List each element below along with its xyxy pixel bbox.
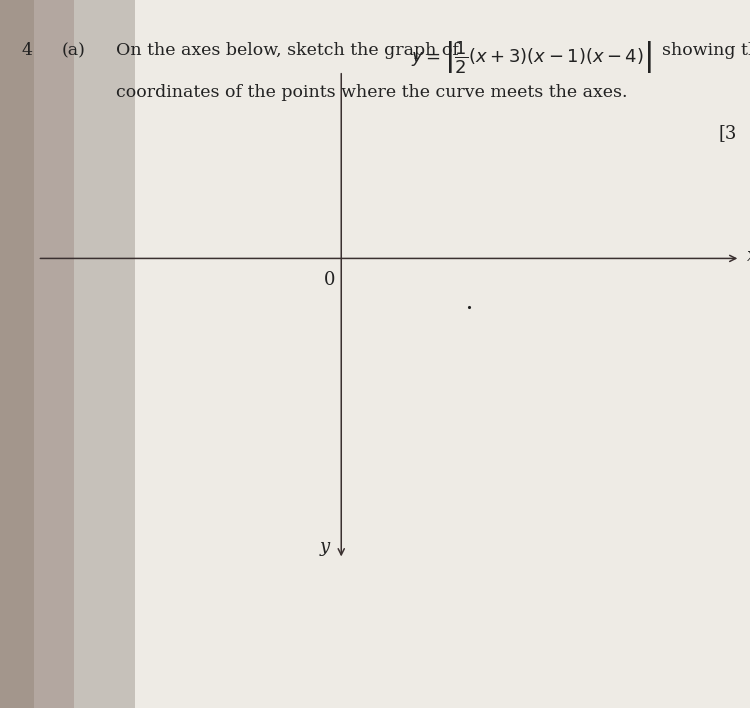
FancyBboxPatch shape	[0, 0, 74, 708]
Text: 0: 0	[323, 271, 335, 289]
Text: showing the: showing the	[662, 42, 750, 59]
FancyBboxPatch shape	[0, 0, 34, 708]
Text: [3: [3	[718, 124, 736, 142]
Text: x: x	[747, 246, 750, 265]
Text: (a): (a)	[62, 42, 86, 59]
Text: coordinates of the points where the curve meets the axes.: coordinates of the points where the curv…	[116, 84, 628, 101]
Text: 4: 4	[21, 42, 32, 59]
FancyBboxPatch shape	[0, 0, 135, 708]
Text: $y=\left|\dfrac{1}{2}(x+3)(x-1)(x-4)\right|$: $y=\left|\dfrac{1}{2}(x+3)(x-1)(x-4)\rig…	[411, 39, 652, 75]
Text: y: y	[320, 538, 330, 556]
Text: On the axes below, sketch the graph of: On the axes below, sketch the graph of	[116, 42, 459, 59]
